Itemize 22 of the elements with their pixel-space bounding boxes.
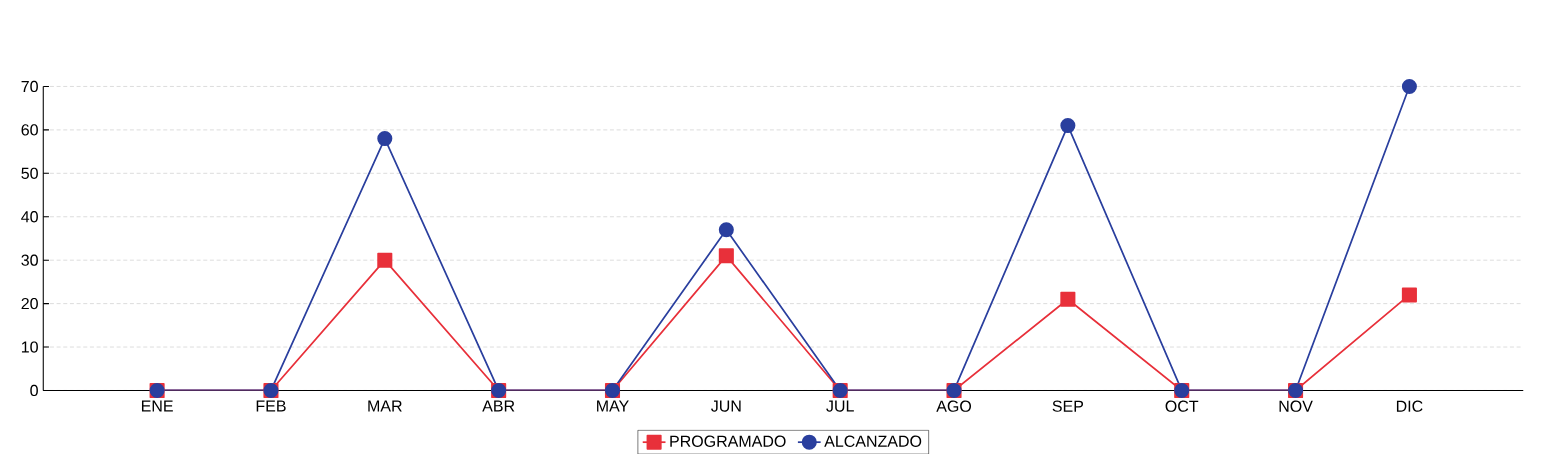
x-tick-label: MAY [597, 400, 629, 412]
legend-label: ALCANZADO [824, 435, 922, 447]
x-tick-label: DIC [1396, 400, 1423, 412]
y-tick-label: 20 [21, 297, 38, 310]
x-tick-label: JUN [711, 400, 741, 412]
x-tick-label: OCT [1165, 400, 1199, 412]
y-tick-label: 50 [21, 167, 38, 179]
x-tick-label: ENE [141, 400, 173, 412]
x-tick-label: SEP [1052, 400, 1084, 412]
x-tick-label: AGO [936, 400, 972, 412]
y-tick-label: 10 [21, 341, 38, 353]
legend-label: PROGRAMADO [670, 435, 786, 447]
x-tick-label: JUL [826, 400, 854, 412]
y-tick-label: 0 [30, 384, 38, 396]
x-tick-label: MAR [368, 400, 402, 412]
x-tick-label: NOV [1279, 400, 1313, 412]
x-tick-label: FEB [256, 400, 286, 412]
y-tick-label: 40 [21, 210, 38, 223]
x-tick-label: ABR [482, 400, 515, 412]
y-tick-label: 70 [21, 80, 38, 92]
y-tick-label: 60 [21, 124, 38, 136]
y-tick-label: 30 [21, 254, 38, 266]
